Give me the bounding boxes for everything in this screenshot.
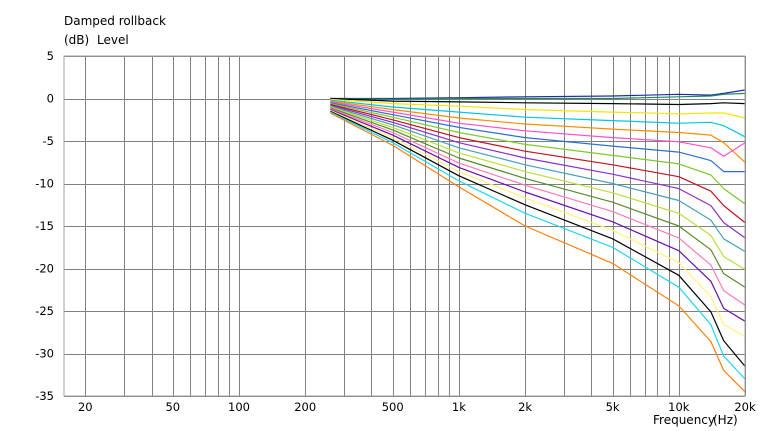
series-line-2 [330,92,746,100]
x-tick-label: 50 [165,400,180,414]
series-line-20 [330,112,746,393]
series-line-17 [330,109,746,338]
y-tick-label: -20 [35,262,54,276]
x-tick-label: 20 [78,400,93,414]
chart-title: Damped rollback [64,14,166,28]
series-layer [330,89,746,393]
series-line-18 [330,110,746,367]
series-line-1 [330,89,746,100]
grid-layer [64,56,746,397]
series-line-6 [330,100,746,163]
series-line-15 [330,108,746,306]
y-tick-label: -5 [43,134,54,148]
series-line-19 [330,111,746,380]
y-tick-labels: 5 0 -5 -10 -15 -20 -25 -30 -35 [35,49,54,403]
x-tick-label: 20k [734,400,756,414]
y-tick-label: -25 [35,304,54,318]
x-tick-label: 10k [668,400,690,414]
series-line-14 [330,107,746,288]
y-tick-label: -10 [35,177,54,191]
x-tick-label: 1k [452,400,466,414]
y-tick-label: -15 [35,219,54,233]
y-tick-label: -30 [35,347,54,361]
series-line-11 [330,104,746,239]
x-tick-label: 100 [228,400,250,414]
series-line-13 [330,106,746,270]
x-tick-label: 200 [294,400,316,414]
series-line-9 [330,103,746,205]
series-line-12 [330,105,746,253]
series-line-8 [330,102,745,173]
y-tick-label: 0 [47,92,54,106]
series-line-3 [330,97,746,106]
y-tick-label: 5 [47,49,54,63]
x-tick-label: 500 [382,400,404,414]
plot-frame [63,55,746,397]
x-tick-label: 2k [518,400,532,414]
x-tick-label: 5k [606,400,620,414]
series-line-4 [330,98,746,119]
x-axis-label: Frequency [653,413,715,427]
x-tick-labels: 20 50 100 200 500 1k 2k 5k 10k 20k [78,400,756,414]
y-axis-unit: (dB) [64,33,89,47]
series-line-5 [330,99,746,138]
series-line-16 [330,108,746,322]
y-axis-label: Level [97,33,129,47]
y-tick-label: -35 [35,389,54,403]
series-line-7 [330,101,746,157]
series-line-10 [330,103,746,224]
x-axis-unit: (Hz) [713,413,738,427]
